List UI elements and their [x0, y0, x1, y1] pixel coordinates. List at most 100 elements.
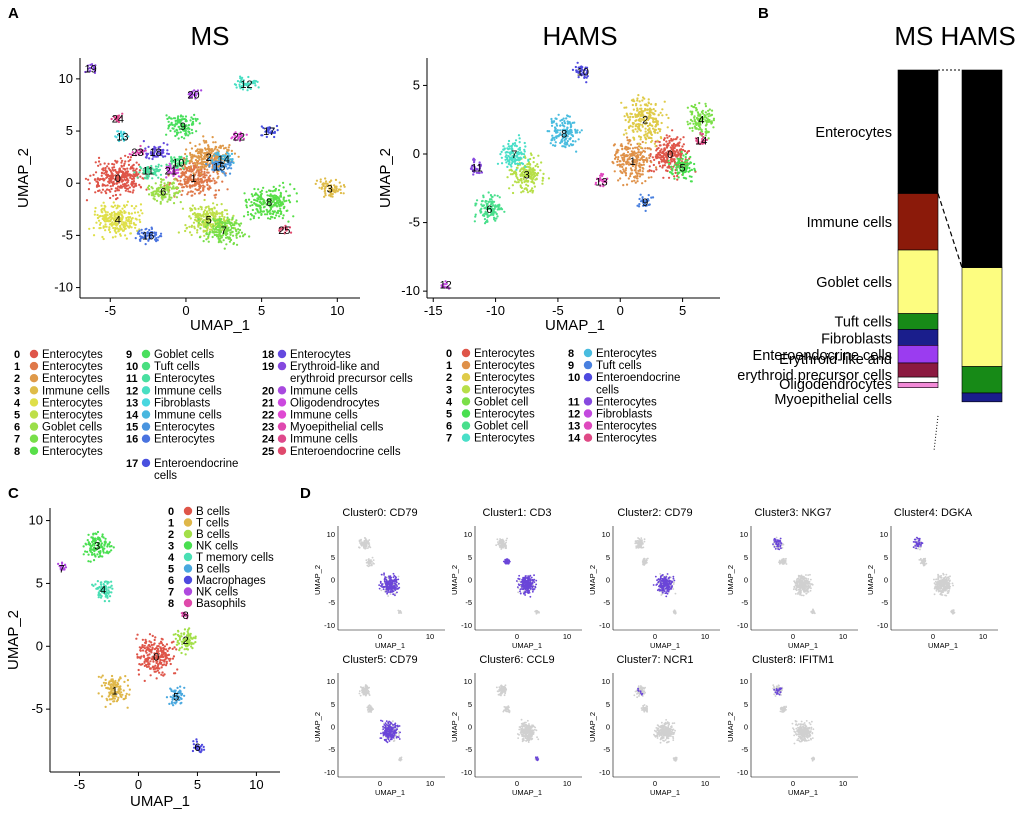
ms-cluster-19-points: [84, 63, 97, 74]
ms-legend-swatch: [29, 349, 39, 359]
ms-legend-label: Immune cells: [154, 410, 222, 422]
feature-plot-y-tick: -5: [603, 598, 610, 607]
immune-legend-label: B cells: [196, 506, 230, 518]
feature-plot-x-tick: 0: [653, 779, 657, 788]
ms-legend-swatch: [141, 434, 151, 443]
ms-legend-item-25: 25 Enteroendocrine cells: [262, 446, 401, 458]
immune-cluster-label-6: 6: [194, 742, 200, 754]
hams-legend: 0 Enterocytes 1 Enterocytes 2 Enterocytes 3 Ent…: [446, 348, 680, 445]
hams-cluster-label-11: 11: [471, 163, 482, 175]
ms-legend-item-21: 21 Oligodendrocytes: [262, 397, 380, 409]
hams-legend-number: 5: [446, 409, 452, 421]
hams-cluster-label-1: 1: [630, 156, 636, 168]
ms-legend-item-22: 22 Immune cells: [262, 410, 358, 422]
panel-letter-d: D: [300, 485, 311, 502]
hams-legend-swatch: [461, 360, 471, 370]
immune-legend-item-6: 6 Macrophages: [168, 575, 266, 587]
ms-legend-swatch: [29, 386, 39, 395]
hams-ticks: -15 -10 -5 0 5-10-505: [401, 77, 686, 318]
bar-label-fibroblasts: Fibroblasts: [821, 331, 892, 347]
feature-plot-x-title: UMAP_1: [375, 788, 405, 797]
ms-legend-number: 8: [14, 446, 20, 458]
ms-legend-label: Goblet cells: [154, 349, 214, 361]
immune-legend-number: 0: [168, 506, 174, 518]
ms-legend-item-20: 20 Immune cells: [262, 385, 358, 397]
feature-plot-x-tick: 10: [839, 779, 847, 788]
hams-legend-swatch: [583, 433, 593, 442]
feature-plot-expressing-cells: [637, 687, 644, 696]
bar-segment-ms-immune: [897, 193, 939, 251]
ms-legend-swatch: [29, 361, 39, 371]
bar-segment-hams-tuft: [961, 366, 1003, 394]
hams-legend-number: 13: [568, 421, 580, 433]
immune-legend-item-5: 5 B cells: [168, 564, 230, 576]
feature-plot-y-tick: -5: [328, 745, 335, 754]
hams-legend-label: Enterocytes: [596, 433, 657, 445]
ms-legend-swatch: [29, 398, 39, 407]
immune-legend-item-3: 3 NK cells: [168, 541, 238, 553]
feature-plot-y-title: UMAP_2: [588, 565, 597, 595]
feature-plot-5: Cluster5: CD79 0 10 -10 -5 0 5 10 UMAP_1 UMAP_2: [313, 654, 445, 797]
feature-plot-x-title: UMAP_1: [928, 641, 958, 650]
hams-cluster-9-points: [636, 193, 655, 212]
immune-cluster-6-points: [191, 738, 206, 754]
immune-cluster-1-points: [97, 674, 131, 709]
feature-plot-y-tick: -10: [324, 768, 335, 777]
bar-segment-ms-goblet: [897, 249, 939, 314]
feature-plot-title: Cluster4: DGKA: [894, 507, 973, 519]
ms-legend-number: 2: [14, 373, 20, 385]
hams-legend-number: 3: [446, 384, 452, 396]
ms-x-tick-label: 10: [330, 303, 344, 318]
bar-segment-ms-myoepithelial: [897, 382, 939, 388]
hams-legend-number: 2: [446, 372, 452, 384]
feature-plot-y-tick: -10: [461, 768, 472, 777]
feature-plot-expressing-cells: [379, 719, 401, 744]
ms-legend-item-11: 11 Enterocytes: [126, 373, 215, 385]
immune-legend: 0 B cells 1 T cells 2 B cells 3 NK cells 4 T memo…: [168, 506, 274, 610]
hams-cluster-label-7: 7: [511, 149, 517, 161]
ms-cluster-11-points: [133, 163, 163, 180]
ms-legend: 0 Enterocytes 1 Enterocytes 2 Enterocytes 3 Imm…: [14, 349, 413, 482]
immune-cluster-label-0: 0: [153, 651, 159, 663]
hams-legend-swatch: [461, 385, 471, 394]
hams-legend-label: Enterocytes: [474, 372, 535, 384]
hams-cluster-label-14: 14: [695, 135, 707, 147]
ms-legend-number: 1: [14, 361, 20, 373]
ms-legend-number: 0: [14, 349, 20, 361]
feature-plot-x-title: UMAP_1: [512, 788, 542, 797]
ms-cluster-8-points: [242, 181, 299, 223]
ms-legend-label: Enteroendocrine: [154, 458, 238, 470]
feature-plot-title: Cluster3: NKG7: [754, 507, 831, 519]
hams-legend-label: Enterocytes: [596, 348, 657, 360]
ms-cluster-13-points: [114, 130, 130, 143]
ms-legend-item-12: 12 Immune cells: [126, 385, 222, 397]
ms-legend-item-15: 15 Enterocytes: [126, 422, 215, 434]
hams-cluster-label-4: 4: [698, 115, 704, 127]
ms-legend-swatch: [141, 410, 151, 419]
hams-legend-swatch: [461, 421, 471, 430]
ms-legend-swatch: [277, 422, 287, 431]
ms-legend-label: Myoepithelial cells: [290, 422, 384, 434]
hams-cluster-label-0: 0: [667, 149, 673, 161]
hams-cluster-5-points: [667, 150, 697, 183]
feature-plot-y-tick: 10: [602, 530, 610, 539]
feature-plot-expressing-cells: [502, 558, 538, 598]
feature-plot-y-tick: -10: [599, 768, 610, 777]
ms-cluster-label-18: 18: [150, 147, 162, 159]
feature-plot-y-title: UMAP_2: [313, 712, 322, 742]
bar-segment-ms-tuft: [897, 313, 939, 330]
immune-x-title: UMAP_1: [130, 793, 190, 810]
hams-cluster-label-5: 5: [680, 163, 686, 175]
ms-legend-swatch: [141, 361, 151, 371]
ms-cluster-label-14: 14: [218, 154, 230, 166]
ms-legend-label: Enterocytes: [42, 397, 103, 409]
feature-plot-background-cells: [495, 684, 540, 761]
ms-cluster-label-25: 25: [278, 225, 290, 237]
ms-legend-label: Oligodendrocytes: [290, 397, 380, 409]
hams-legend-number: 14: [568, 433, 581, 445]
feature-plot-background-cells: [914, 536, 956, 615]
feature-plot-4: Cluster4: DGKA 0 10 -10 -5 0 5 10 UMAP_1 UMAP_2: [866, 507, 998, 650]
ms-x-tick-label: 5: [258, 303, 265, 318]
hams-cluster-label-13: 13: [595, 176, 607, 188]
